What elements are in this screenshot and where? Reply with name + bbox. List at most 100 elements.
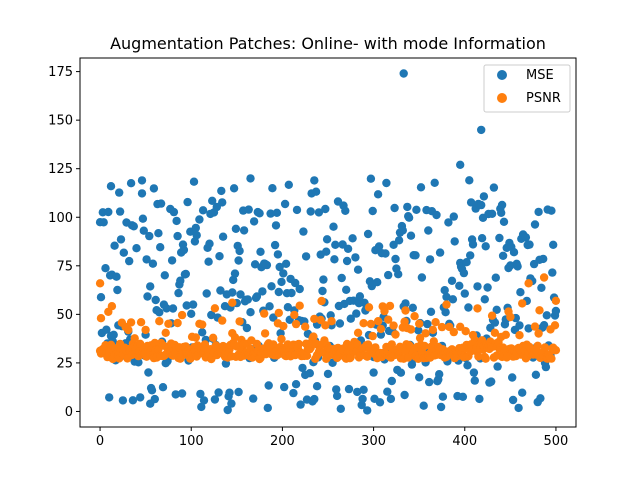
mse-point	[390, 203, 399, 213]
psnr-point	[291, 319, 301, 329]
mse-point	[359, 385, 368, 394]
psnr-point	[279, 321, 288, 331]
psnr-point	[384, 315, 393, 324]
mse-point	[509, 248, 519, 257]
mse-point	[96, 293, 106, 302]
psnr-point	[290, 310, 299, 320]
mse-point	[373, 190, 383, 199]
mse-point	[477, 234, 487, 243]
psnr-point	[200, 340, 210, 349]
psnr-point	[252, 339, 262, 349]
mse-point	[432, 210, 441, 220]
psnr-point	[294, 339, 303, 349]
mse-point	[115, 188, 124, 197]
mse-point	[336, 404, 345, 413]
psnr-point	[124, 325, 133, 335]
mse-point	[524, 324, 533, 333]
mse-point	[531, 370, 541, 379]
mse-point	[311, 187, 321, 196]
psnr-point	[177, 310, 187, 320]
psnr-point	[420, 341, 429, 351]
mse-point	[277, 277, 286, 287]
psnr-point	[327, 317, 336, 326]
psnr-point	[302, 351, 312, 360]
mse-point	[267, 282, 276, 291]
mse-point	[314, 208, 324, 217]
mse-point	[416, 183, 426, 192]
mse-point	[158, 383, 168, 392]
psnr-point	[539, 273, 549, 282]
mse-point	[353, 265, 363, 274]
mse-point	[229, 275, 238, 285]
mse-point	[192, 231, 201, 240]
psnr-point	[474, 352, 483, 361]
mse-point	[252, 292, 262, 301]
mse-point	[473, 282, 482, 291]
mse-point	[216, 286, 225, 295]
y-axis: 0 25 50 75 100 125 150 175	[48, 65, 80, 420]
mse-point	[387, 376, 396, 386]
psnr-point	[107, 302, 117, 311]
mse-point	[537, 283, 546, 292]
mse-point	[460, 289, 469, 298]
mse-point	[499, 217, 509, 226]
mse-point	[204, 257, 213, 266]
x-tick-label: 300	[361, 434, 386, 449]
psnr-point	[376, 324, 386, 334]
mse-point	[104, 207, 113, 217]
mse-point	[146, 399, 155, 408]
mse-point	[465, 176, 474, 185]
mse-point	[167, 256, 177, 265]
psnr-point	[518, 299, 527, 308]
mse-point	[198, 328, 207, 337]
psnr-point	[551, 296, 561, 305]
mse-point	[414, 326, 423, 335]
mse-point	[235, 246, 244, 256]
mse-point	[321, 204, 330, 214]
psnr-point	[415, 333, 425, 343]
mse-point	[491, 273, 500, 282]
mse-point	[162, 304, 171, 313]
y-tick-label: 175	[48, 65, 73, 80]
psnr-point	[301, 322, 310, 331]
psnr-point	[547, 354, 556, 363]
psnr-point	[191, 333, 200, 342]
psnr-point	[534, 329, 543, 338]
x-tick-label: 400	[452, 434, 477, 449]
psnr-point	[235, 317, 244, 326]
psnr-point	[535, 306, 544, 315]
psnr-point	[136, 318, 146, 327]
psnr-point	[371, 343, 380, 352]
mse-point	[498, 251, 508, 260]
mse-point	[266, 209, 275, 218]
mse-point	[136, 393, 145, 402]
mse-point	[396, 368, 406, 377]
psnr-point	[155, 317, 164, 326]
mse-point	[508, 395, 518, 405]
mse-point	[243, 295, 252, 304]
mse-point	[202, 289, 211, 298]
mse-point	[518, 388, 527, 397]
psnr-point	[310, 314, 319, 324]
mse-point	[513, 262, 522, 271]
mse-point	[177, 389, 187, 398]
mse-point	[225, 388, 234, 397]
mse-point	[149, 184, 159, 193]
mse-point	[280, 382, 289, 392]
mse-point	[295, 284, 304, 294]
psnr-point	[421, 329, 430, 338]
psnr-point	[218, 316, 227, 325]
mse-point	[425, 377, 434, 387]
mse-point	[215, 252, 224, 261]
psnr-point	[295, 301, 304, 310]
mse-point	[406, 231, 416, 240]
mse-point	[154, 229, 163, 238]
mse-point	[399, 69, 408, 78]
mse-point	[255, 209, 264, 218]
mse-point	[128, 396, 138, 405]
mse-point	[298, 363, 307, 373]
mse-point	[483, 283, 492, 292]
mse-point	[116, 235, 126, 244]
mse-point	[373, 278, 382, 287]
